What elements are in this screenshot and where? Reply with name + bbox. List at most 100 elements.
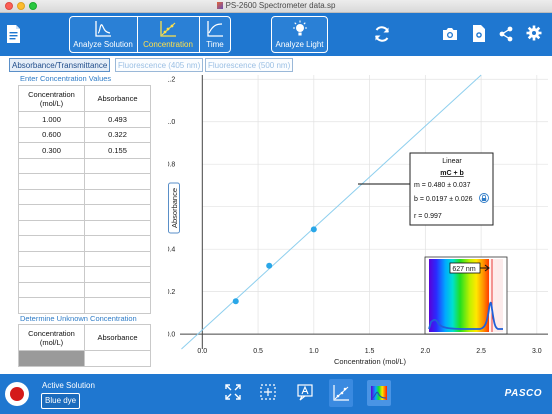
empty-cell[interactable]	[84, 297, 151, 314]
fit-equation: mC + b	[440, 170, 464, 177]
absorbance-cell[interactable]: 0.155	[84, 142, 151, 159]
y-tick-label: 0.0	[168, 332, 175, 339]
x-tick-label: 2.5	[476, 348, 486, 355]
empty-cell[interactable]	[18, 266, 85, 283]
x-tick-label: 0.5	[253, 348, 263, 355]
concentration-button[interactable]: Concentration	[138, 17, 198, 52]
data-point	[310, 226, 317, 233]
empty-cell[interactable]	[18, 188, 85, 205]
add-coordinate-icon[interactable]	[259, 383, 277, 406]
analyze-light-label: Analyze Light	[275, 40, 324, 49]
empty-table-row	[18, 157, 151, 174]
x-tick-label: 3.0	[532, 348, 542, 355]
concentration-graph[interactable]: 0.00.20.40.60.81.01.20.00.51.01.52.02.53…	[166, 73, 552, 373]
empty-table-row	[18, 235, 151, 252]
time-button[interactable]: Time	[200, 17, 230, 52]
empty-cell[interactable]	[84, 188, 151, 205]
x-tick-label: 0.0	[197, 348, 207, 355]
close-window-button[interactable]	[5, 2, 13, 10]
empty-cell[interactable]	[84, 219, 151, 236]
zoom-window-button[interactable]	[29, 2, 37, 10]
empty-cell[interactable]	[18, 281, 85, 298]
determine-unknown-title: Determine Unknown Concentration	[20, 314, 137, 323]
analysis-mode-group: Analyze Solution Concentration Time	[69, 16, 231, 53]
y-tick-label: 0.8	[168, 162, 175, 169]
empty-cell[interactable]	[84, 235, 151, 252]
absorbance-cell[interactable]: 0.322	[84, 126, 151, 143]
concentration-cell[interactable]: 0.300	[18, 142, 85, 159]
fit-type-label: Linear	[442, 158, 462, 165]
empty-cell[interactable]	[84, 204, 151, 221]
empty-cell[interactable]	[84, 266, 151, 283]
concentration-header: Concentration (mol/L)	[18, 85, 85, 112]
concentration-graph-icon	[160, 21, 176, 37]
concentration-cell[interactable]: 0.600	[18, 126, 85, 143]
empty-cell[interactable]	[84, 281, 151, 298]
spectrum-icon	[371, 386, 387, 400]
document-icon[interactable]	[6, 24, 21, 49]
x-tick-label: 1.0	[309, 348, 319, 355]
spectrum-dim-region	[489, 259, 503, 332]
wavelength-marker-text: 627 nm	[452, 266, 476, 273]
linear-fit-box[interactable]	[409, 152, 494, 226]
spectrum-toggle-button[interactable]	[367, 380, 391, 406]
empty-table-row	[18, 281, 151, 298]
unknown-absorbance-cell[interactable]	[84, 350, 151, 367]
scale-to-fit-icon[interactable]	[224, 383, 242, 406]
empty-cell[interactable]	[18, 219, 85, 236]
curve-fit-icon	[333, 385, 349, 401]
empty-cell[interactable]	[84, 173, 151, 190]
record-button[interactable]	[5, 382, 29, 406]
refresh-icon[interactable]	[372, 24, 392, 49]
linear-fit-line	[181, 74, 482, 350]
analyze-solution-button[interactable]: Analyze Solution	[70, 17, 136, 52]
minimize-window-button[interactable]	[17, 2, 25, 10]
tab-fluorescence-405[interactable]: Fluorescence (405 nm)	[115, 58, 204, 72]
empty-cell[interactable]	[18, 157, 85, 174]
analyze-light-button[interactable]: Analyze Light	[272, 17, 327, 52]
settings-gear-icon[interactable]	[526, 25, 542, 46]
y-tick-label: 0.2	[168, 289, 175, 296]
fit-correlation: r = 0.997	[414, 213, 442, 220]
annotation-icon[interactable]	[296, 383, 314, 406]
absorbance-header: Absorbance	[84, 85, 151, 112]
concentration-cell[interactable]: 1.000	[18, 111, 85, 128]
camera-icon[interactable]	[442, 27, 458, 46]
absorbance-cell[interactable]: 0.493	[84, 111, 151, 128]
spectrum-inset[interactable]: 627 nm	[424, 256, 508, 335]
empty-cell[interactable]	[84, 157, 151, 174]
empty-cell[interactable]	[18, 250, 85, 267]
active-solution-selector[interactable]: Blue dye	[41, 393, 81, 409]
empty-cell[interactable]	[18, 297, 85, 314]
tab-bar: Absorbance/Transmittance Fluorescence (4…	[0, 56, 552, 73]
time-label: Time	[206, 40, 224, 49]
data-point	[266, 262, 273, 269]
y-axis-label-box[interactable]	[168, 182, 180, 234]
fit-slope: m = 0.480 ± 0.037	[414, 182, 471, 189]
enter-concentration-title: Enter Concentration Values	[20, 74, 112, 83]
share-icon[interactable]	[499, 26, 513, 47]
table-row	[18, 350, 151, 367]
table-header-row: Concentration (mol/L) Absorbance	[18, 324, 151, 351]
empty-cell[interactable]	[18, 204, 85, 221]
export-document-icon[interactable]	[472, 24, 486, 48]
table-row: 0.300 0.155	[18, 142, 151, 159]
tab-absorbance-transmittance[interactable]: Absorbance/Transmittance	[9, 58, 111, 72]
file-icon	[216, 2, 223, 9]
lock-icon[interactable]	[479, 193, 489, 203]
empty-cell[interactable]	[18, 173, 85, 190]
table-row: 1.000 0.493	[18, 111, 151, 128]
x-tick-label: 2.0	[420, 348, 430, 355]
x-tick-label: 1.5	[365, 348, 375, 355]
tab-fluorescence-500[interactable]: Fluorescence (500 nm)	[205, 58, 294, 72]
active-solution-label: Active Solution	[42, 381, 95, 390]
wavelength-arrow-icon	[480, 264, 490, 272]
empty-cell[interactable]	[84, 250, 151, 267]
graph-panel: 0.00.20.40.60.81.01.20.00.51.01.52.02.53…	[166, 73, 552, 373]
empty-cell[interactable]	[18, 235, 85, 252]
concentration-panel: Enter Concentration Values Concentration…	[0, 73, 166, 373]
y-tick-label: 1.2	[168, 77, 175, 84]
y-tick-label: 0.4	[168, 247, 175, 254]
curve-fit-button[interactable]	[329, 379, 353, 407]
table-row: 0.600 0.322	[18, 126, 151, 143]
